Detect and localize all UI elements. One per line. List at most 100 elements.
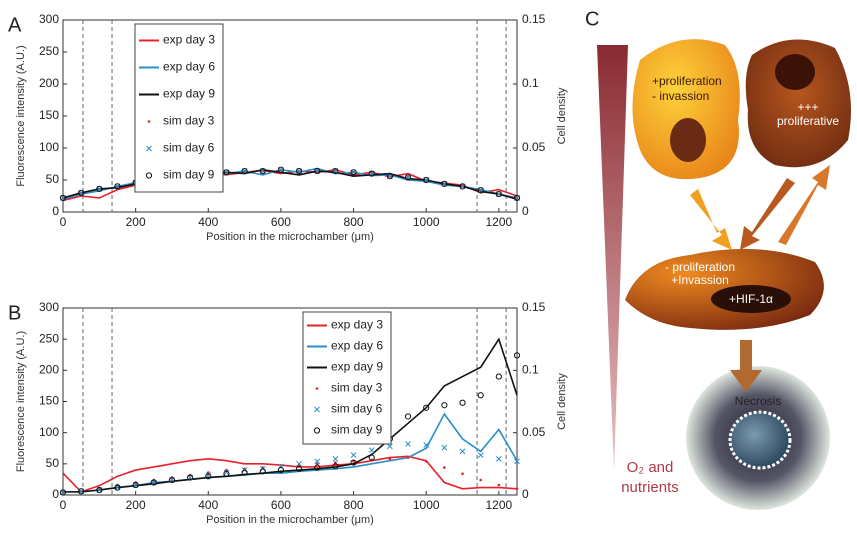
- point: [225, 468, 228, 472]
- nucleus: [775, 54, 815, 90]
- y2-tick-label: 0.1: [522, 76, 539, 90]
- cell: [745, 39, 852, 168]
- plot-frame: [62, 307, 518, 496]
- legend-label: exp day 3: [331, 318, 383, 332]
- x-tick-label: 400: [198, 215, 218, 229]
- point: [187, 474, 194, 481]
- point: [145, 172, 153, 179]
- point: [368, 170, 375, 177]
- y-tick-label: 150: [39, 394, 59, 408]
- x-tick-label: 600: [271, 498, 291, 512]
- y2-tick-label: 0: [522, 204, 529, 218]
- marker-label: +HIF-1α: [729, 292, 773, 306]
- y2-tick-label: 0.1: [522, 363, 539, 377]
- point: [514, 458, 520, 465]
- necrosis-label: Necrosis: [735, 394, 782, 408]
- point: [368, 447, 375, 453]
- point: [150, 479, 157, 486]
- nucleus: [711, 285, 791, 313]
- x-axis-label: Position in the microchamber (μm): [206, 514, 374, 526]
- legend-label: exp day 9: [163, 87, 215, 101]
- arrow: [778, 165, 830, 245]
- point: [315, 462, 319, 466]
- y-tick-label: 50: [46, 456, 60, 470]
- x-tick-label: 400: [198, 498, 218, 512]
- legend-label: exp day 6: [163, 60, 215, 74]
- point: [315, 387, 319, 390]
- nucleus: [728, 410, 792, 470]
- y2-tick-label: 0: [522, 487, 529, 501]
- arrow: [690, 189, 732, 250]
- point: [295, 465, 303, 472]
- point: [513, 194, 521, 202]
- point: [259, 468, 266, 475]
- point: [477, 187, 484, 194]
- x-tick-label: 1000: [413, 498, 440, 512]
- nucleus: [670, 118, 706, 162]
- point: [59, 489, 67, 496]
- legend-label: sim day 6: [163, 141, 215, 155]
- point: [477, 452, 484, 458]
- point: [241, 167, 248, 175]
- point: [350, 459, 357, 466]
- point: [459, 399, 466, 406]
- gradient-wedge: [597, 45, 628, 470]
- x-tick-label: 200: [126, 215, 146, 229]
- x-tick-label: 1200: [485, 498, 512, 512]
- point: [114, 484, 121, 491]
- y-tick-label: 150: [39, 108, 59, 122]
- point: [314, 406, 320, 413]
- point: [59, 194, 67, 202]
- legend: exp day 3 exp day 6 exp day 9 sim day 3 sim …: [302, 311, 392, 445]
- point: [423, 176, 430, 184]
- point: [441, 402, 448, 409]
- point: [495, 373, 502, 380]
- point: [223, 169, 230, 176]
- point: [114, 183, 121, 190]
- series-line: [62, 168, 518, 200]
- point: [314, 167, 321, 175]
- point: [441, 180, 448, 187]
- cell-label: proliferative: [777, 114, 839, 128]
- point: [314, 464, 321, 471]
- point: [334, 461, 337, 464]
- arrow: [740, 178, 795, 250]
- point: [477, 392, 484, 399]
- y2-axis-label: Cell density: [556, 373, 568, 430]
- point: [277, 466, 285, 474]
- point: [332, 455, 339, 462]
- y2-tick-label: 0.15: [522, 300, 546, 314]
- y2-axis-label: Cell density: [556, 87, 568, 144]
- legend-label: exp day 3: [163, 33, 215, 47]
- y2-tick-label: 0.05: [522, 140, 546, 154]
- x-tick-label: 600: [271, 215, 291, 229]
- point: [405, 441, 411, 447]
- y2-tick-label: 0.15: [522, 12, 546, 26]
- point: [461, 472, 464, 476]
- point: [78, 488, 85, 495]
- point: [350, 169, 357, 176]
- point: [424, 460, 428, 463]
- point: [223, 470, 230, 477]
- x-tick-label: 800: [344, 498, 364, 512]
- point: [368, 454, 375, 461]
- y-axis-label: Fluorescence intensity (A.U.): [15, 45, 27, 186]
- point: [96, 185, 103, 193]
- legend-label: sim day 6: [331, 402, 383, 416]
- point: [205, 472, 212, 478]
- point: [295, 167, 303, 175]
- y-tick-label: 300: [39, 300, 59, 314]
- point: [515, 487, 519, 491]
- y-tick-label: 50: [46, 172, 60, 186]
- point: [443, 466, 446, 469]
- point: [78, 189, 85, 196]
- y-tick-label: 100: [39, 425, 59, 439]
- legend-label: exp day 9: [331, 360, 383, 374]
- cell: [632, 39, 740, 180]
- legend-box: [134, 23, 224, 193]
- legend-label: exp day 6: [331, 339, 383, 353]
- legend-label: sim day 9: [163, 168, 215, 182]
- diagram-shapes: [597, 39, 852, 510]
- point: [168, 476, 176, 484]
- point: [495, 190, 502, 198]
